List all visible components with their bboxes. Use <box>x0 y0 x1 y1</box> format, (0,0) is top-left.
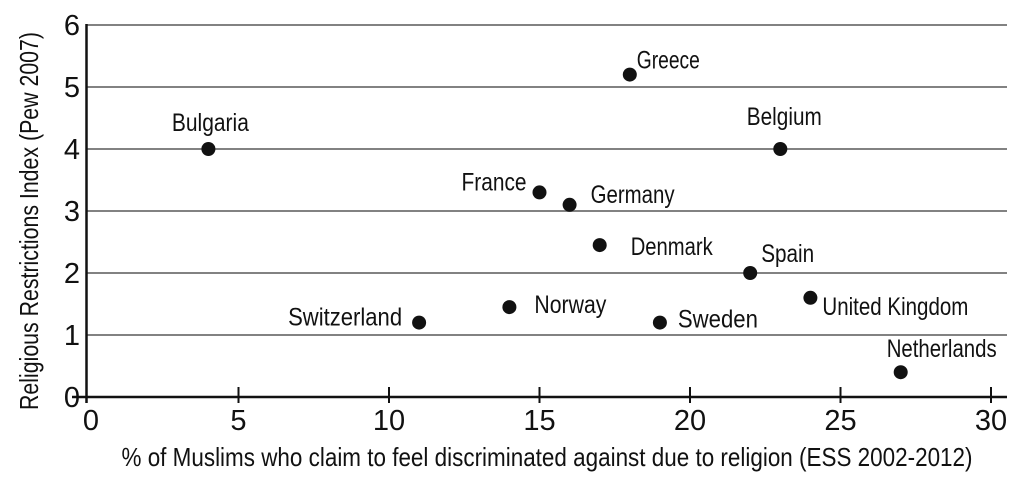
axes-layer <box>72 24 1007 403</box>
y-tick-label-3: 3 <box>64 196 80 228</box>
x-tick-label-5: 5 <box>230 405 246 437</box>
data-point-belgium <box>773 142 788 156</box>
y-tick-label-2: 2 <box>64 258 80 290</box>
data-point-label-united-kingdom: United Kingdom <box>822 293 968 321</box>
data-points-layer: Bulgaria Switzerland Norway France Germany De… <box>172 47 997 380</box>
x-tick-label-0: 0 <box>83 405 99 437</box>
data-point-label-norway: Norway <box>534 291 606 319</box>
data-point-label-bulgaria: Bulgaria <box>172 109 249 137</box>
data-point-label-spain: Spain <box>761 240 814 268</box>
x-tick-label-10: 10 <box>373 405 405 437</box>
y-axis-title: Religious Restrictions Index (Pew 2007) <box>14 32 44 410</box>
y-tick-label-5: 5 <box>64 72 80 104</box>
y-tick-label-6: 6 <box>64 10 80 42</box>
data-point-denmark <box>592 238 607 253</box>
data-point-label-sweden: Sweden <box>678 306 758 334</box>
y-tick-label-0: 0 <box>64 382 80 414</box>
data-point-switzerland <box>412 315 427 330</box>
data-point-bulgaria <box>201 142 216 156</box>
x-tick-label-30: 30 <box>975 405 1007 437</box>
data-point-netherlands <box>893 365 908 380</box>
data-point-france <box>532 185 547 200</box>
data-point-label-belgium: Belgium <box>747 103 822 131</box>
data-point-united-kingdom <box>803 290 818 305</box>
y-tick-label-4: 4 <box>64 134 80 166</box>
ticks-layer <box>237 387 992 403</box>
data-point-label-netherlands: Netherlands <box>887 335 997 363</box>
y-tick-label-1: 1 <box>64 320 80 352</box>
x-tick-label-20: 20 <box>674 405 706 437</box>
data-point-sweden <box>652 315 667 330</box>
data-point-label-denmark: Denmark <box>631 233 713 261</box>
data-point-spain <box>743 266 758 280</box>
data-point-label-france: France <box>462 168 527 196</box>
data-point-greece <box>622 67 637 82</box>
data-point-norway <box>502 300 517 315</box>
tick-labels-layer: 0 5 10 15 20 25 30 0 1 2 3 4 5 6 <box>64 10 1007 437</box>
data-point-germany <box>562 197 577 212</box>
data-point-label-germany: Germany <box>591 181 675 209</box>
data-point-label-switzerland: Switzerland <box>288 304 402 332</box>
x-tick-label-25: 25 <box>824 405 856 437</box>
x-tick-label-15: 15 <box>523 405 555 437</box>
data-point-label-greece: Greece <box>637 47 700 75</box>
x-axis-title: % of Muslims who claim to feel discrimin… <box>122 442 973 472</box>
gridlines-layer <box>86 24 1007 336</box>
